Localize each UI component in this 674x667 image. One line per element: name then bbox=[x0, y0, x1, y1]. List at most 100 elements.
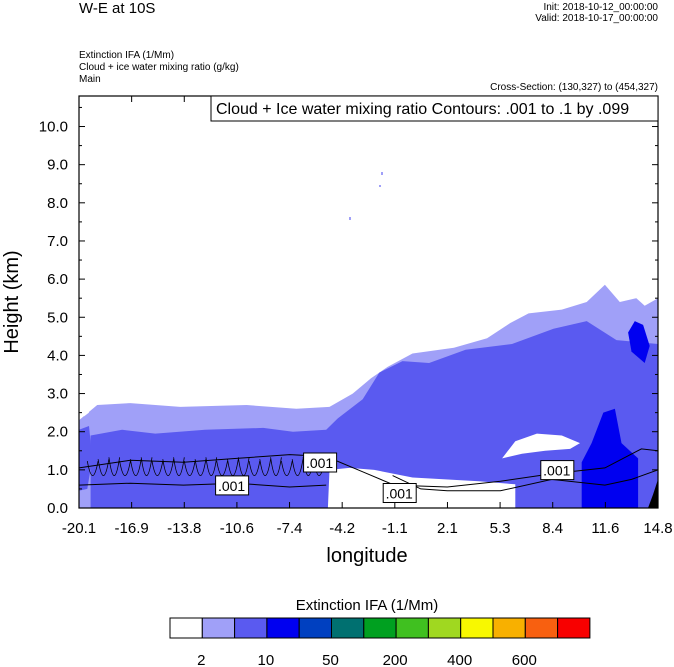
init-time: Init: 2018-10-12_00:00:00 bbox=[543, 2, 658, 13]
contour-wiggle-17 bbox=[270, 457, 282, 476]
contour-wiggle-1 bbox=[97, 459, 110, 476]
field-label-extinction: Extinction IFA (1/Mm) bbox=[79, 50, 175, 61]
colorbar-tick-label: 50 bbox=[322, 652, 339, 667]
colorbar-cell bbox=[234, 617, 268, 639]
y-tick-label: 2.0 bbox=[47, 424, 68, 441]
contour-wiggle-10 bbox=[194, 459, 207, 476]
contour-wiggle-9 bbox=[183, 461, 196, 476]
contour-label: .001 bbox=[386, 486, 413, 502]
field-label-main: Main bbox=[79, 74, 101, 85]
colorbar-cell bbox=[427, 617, 462, 639]
colorbar-cell bbox=[492, 617, 526, 639]
contour-wiggle-15 bbox=[248, 461, 261, 476]
contour-label-box bbox=[215, 475, 250, 496]
colorbar-cell bbox=[557, 617, 591, 639]
contour-wiggle-2 bbox=[108, 457, 120, 476]
x-tick-label: -1.1 bbox=[382, 520, 408, 537]
filled-region-5 bbox=[327, 467, 516, 508]
colorbar-cell bbox=[201, 617, 236, 639]
x-tick-label: 8.4 bbox=[542, 520, 563, 537]
contour-wiggle-3 bbox=[119, 461, 131, 476]
colorbar-cell bbox=[169, 617, 203, 639]
contour-info-box: Cloud + Ice water mixing ratio Contours:… bbox=[210, 95, 659, 122]
contour-label: .001 bbox=[218, 478, 245, 494]
filled-region-3 bbox=[581, 408, 639, 508]
scattered-cloud-specks bbox=[349, 172, 383, 220]
contour-label: .001 bbox=[543, 463, 570, 479]
contour-labels: .001 .001 .001 .001 bbox=[215, 452, 575, 503]
y-tick-label: 3.0 bbox=[47, 386, 68, 403]
contour-label-box bbox=[540, 460, 575, 481]
cloud-speck bbox=[349, 217, 351, 220]
x-tick-label: -10.6 bbox=[220, 520, 254, 537]
y-tick-label: 7.0 bbox=[47, 233, 68, 250]
x-tick-label: -13.8 bbox=[167, 520, 201, 537]
filled-region-8 bbox=[648, 479, 658, 508]
y-tick-label: 9.0 bbox=[47, 157, 68, 174]
y-tick-label: 8.0 bbox=[47, 195, 68, 212]
x-tick-label: -16.9 bbox=[115, 520, 149, 537]
contour-wiggle-8 bbox=[173, 457, 185, 476]
filled-region-2 bbox=[79, 426, 93, 491]
contour-line-1 bbox=[79, 482, 327, 488]
contour-wiggle-7 bbox=[162, 459, 174, 476]
x-tick-label: 2.1 bbox=[437, 520, 458, 537]
y-tick-label: 10.0 bbox=[39, 119, 68, 136]
colorbar-tick-label: 600 bbox=[512, 652, 537, 667]
contour-wiggle-19 bbox=[291, 459, 304, 476]
colorbar-cell bbox=[266, 617, 300, 639]
contour-label: .001 bbox=[306, 455, 333, 471]
colorbar-cell bbox=[331, 617, 365, 639]
contour-wiggle-4 bbox=[130, 459, 142, 476]
y-tick-label: 1.0 bbox=[47, 462, 68, 479]
colorbar-tick-label: 10 bbox=[258, 652, 275, 667]
axes: -20.1 -16.9 -13.8 -10.6 -7.4 -4.2 -1.1 2.1 5.3 8.… bbox=[39, 96, 673, 537]
contour-label-box bbox=[382, 483, 417, 503]
colorbar-tick-label: 200 bbox=[383, 652, 408, 667]
contour-wiggle-6 bbox=[151, 461, 164, 476]
colorbar-cell bbox=[298, 617, 333, 639]
filled-region-1 bbox=[90, 321, 658, 508]
contour-wiggle-5 bbox=[140, 457, 153, 476]
contour-line-0 bbox=[79, 454, 327, 469]
colorbar-cell bbox=[524, 617, 559, 639]
x-tick-label: -7.4 bbox=[277, 520, 303, 537]
cloud-speck bbox=[379, 185, 381, 187]
colorbar-cell bbox=[363, 617, 397, 639]
plot-title: W-E at 10S bbox=[79, 0, 156, 17]
valid-time: Valid: 2018-10-17_00:00:00 bbox=[535, 13, 658, 24]
colorbar: 2 10 50 200 400 600 bbox=[169, 617, 591, 667]
filled-region-6 bbox=[502, 433, 580, 459]
contour-line-3 bbox=[392, 469, 658, 492]
cloud-speck bbox=[381, 172, 383, 175]
field-label-mixing-ratio: Cloud + ice water mixing ratio (g/kg) bbox=[79, 62, 239, 73]
x-axis-label: longitude bbox=[326, 545, 407, 567]
contour-wiggle-0 bbox=[86, 461, 99, 476]
y-tick-label: 4.0 bbox=[47, 347, 68, 364]
colorbar-title: Extinction IFA (1/Mm) bbox=[296, 597, 439, 614]
filled-regions bbox=[79, 284, 658, 508]
y-tick-label: 5.0 bbox=[47, 309, 68, 326]
contour-line-2 bbox=[326, 448, 658, 488]
filled-region-7 bbox=[81, 403, 89, 417]
x-tick-label: 5.3 bbox=[490, 520, 511, 537]
y-tick-label: 0.0 bbox=[47, 500, 68, 517]
contour-wiggle-16 bbox=[259, 459, 271, 476]
colorbar-tick-label: 2 bbox=[197, 652, 205, 667]
x-tick-label: 11.6 bbox=[591, 520, 619, 537]
x-tick-label: -20.1 bbox=[62, 520, 96, 537]
contour-info-text: Cloud + Ice water mixing ratio Contours:… bbox=[216, 101, 629, 118]
contour-info-frame bbox=[210, 95, 659, 122]
filled-region-4 bbox=[628, 321, 650, 363]
contour-label-box bbox=[303, 452, 338, 473]
contour-lines bbox=[79, 448, 658, 492]
colorbar-tick-label: 400 bbox=[447, 652, 472, 667]
y-axis-label: Height (km) bbox=[1, 250, 23, 353]
colorbar-cell bbox=[460, 617, 494, 639]
contour-wiggle-11 bbox=[205, 457, 218, 476]
cross-section-label: Cross-Section: (130,327) to (454,327) bbox=[490, 82, 658, 93]
colorbar-cell bbox=[395, 617, 429, 639]
x-tick-label: 14.8 bbox=[643, 520, 672, 537]
x-tick-label: -4.2 bbox=[329, 520, 355, 537]
